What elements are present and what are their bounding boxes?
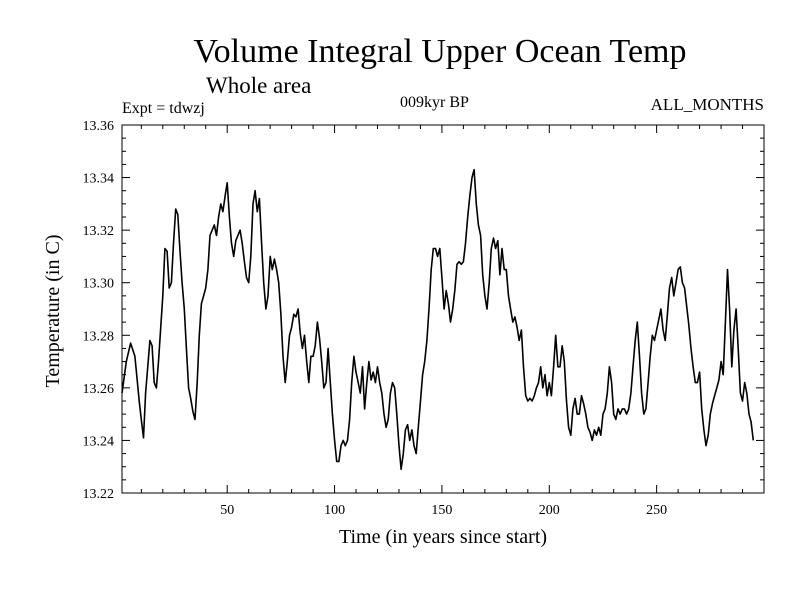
y-tick-label: 13.26	[83, 382, 115, 397]
y-axis-label: Temperature (in C)	[42, 235, 64, 388]
x-tick-label: 50	[220, 503, 234, 518]
axis-ticks	[122, 124, 764, 494]
plot-frame	[121, 124, 765, 494]
x-tick-label: 200	[539, 503, 560, 518]
y-tick-label: 13.24	[83, 434, 115, 449]
y-tick-label: 13.32	[83, 224, 115, 239]
y-tick-label: 13.22	[83, 487, 115, 502]
x-axis-label: Time (in years since start)	[339, 526, 547, 548]
axis-tick-labels: 50 100 150 200 250 13.22 13.24 13.26 13.28 13.30 1…	[83, 119, 668, 518]
y-tick-label: 13.28	[83, 329, 115, 344]
y-tick-label: 13.34	[83, 172, 115, 187]
x-tick-label: 100	[324, 503, 345, 518]
y-tick-label: 13.30	[83, 277, 115, 292]
chart-subtitle: Whole area	[206, 73, 312, 98]
experiment-label: Expt = tdwzj	[122, 100, 205, 117]
series-layer	[121, 168, 755, 471]
chart-title: Volume Integral Upper Ocean Temp	[193, 33, 687, 70]
y-tick-label: 13.36	[83, 119, 115, 134]
period-label: 009kyr BP	[400, 94, 469, 111]
x-tick-label: 150	[431, 503, 452, 518]
x-tick-label: 250	[646, 503, 667, 518]
months-label: ALL_MONTHS	[650, 95, 764, 114]
series-line	[121, 168, 755, 471]
